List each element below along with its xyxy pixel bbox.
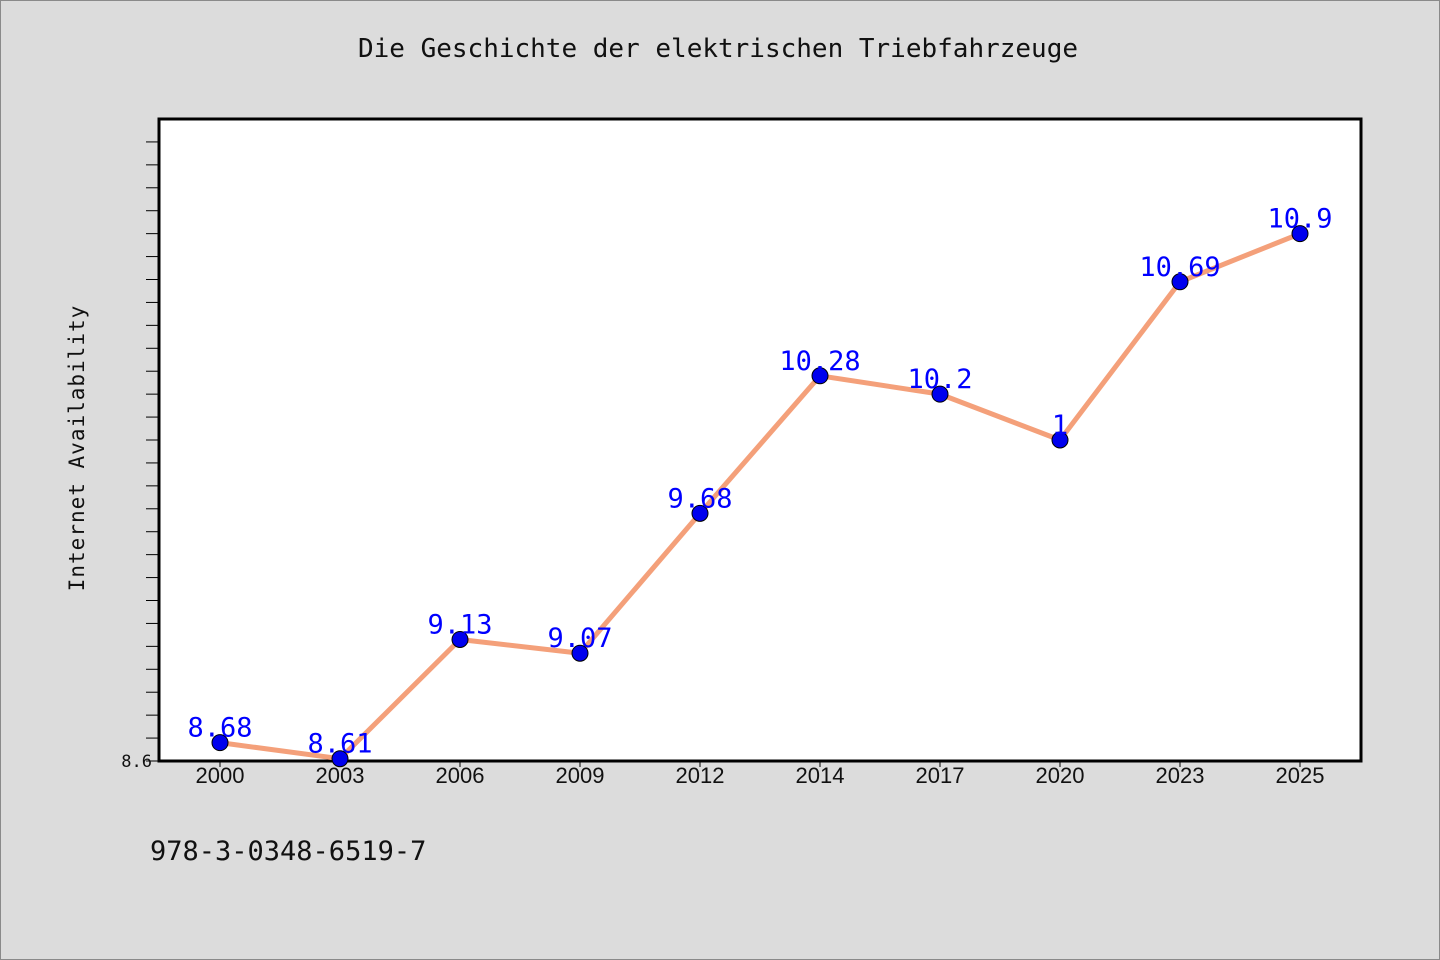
x-tick-label: 2025 [1276,763,1325,788]
data-labels: 8.68 8.61 9.13 9.07 9.68 10.28 10.2 1 10.69 10.9 [187,204,1332,760]
x-tick-label: 2009 [556,763,605,788]
data-point [1291,225,1309,243]
x-tick-label: 2017 [916,763,965,788]
x-axis-ticks: 2000 2003 2006 2009 2012 2014 2017 2020 2023 2025 [196,761,1325,788]
data-points [211,225,1309,768]
data-point [451,630,469,648]
plot-area [157,117,1363,763]
x-tick-label: 2012 [676,763,725,788]
data-point [1051,431,1069,449]
chart-title: Die Geschichte der elektrischen Triebfah… [357,34,1079,64]
series-line [217,231,1303,762]
footer-code: 978-3-0348-6519-7 [150,836,427,867]
data-label: 9.13 [427,609,492,640]
data-label: 8.61 [307,729,372,760]
data-point [931,385,949,403]
data-point [1171,273,1189,291]
x-tick-label: 2020 [1036,763,1085,788]
y-tick-label: 8.6 [121,752,152,772]
data-point [571,644,589,662]
data-label: 8.68 [187,713,252,744]
data-label: 1 [1052,410,1068,441]
data-label: 9.07 [547,623,612,654]
data-label: 10.28 [779,346,860,377]
x-tick-label: 2000 [196,763,245,788]
x-tick-label: 2006 [436,763,485,788]
data-point [811,367,829,385]
data-label: 10.69 [1139,252,1220,283]
data-point [331,750,349,768]
data-point [211,734,229,752]
series-line-group [217,231,1303,762]
data-label: 9.68 [667,483,732,514]
data-point [691,504,709,522]
x-tick-label: 2014 [796,763,845,788]
data-label: 10.2 [907,364,972,395]
y-axis-ticks: 8.6 [121,141,159,772]
data-label: 10.9 [1267,204,1332,235]
x-tick-label: 2023 [1156,763,1205,788]
